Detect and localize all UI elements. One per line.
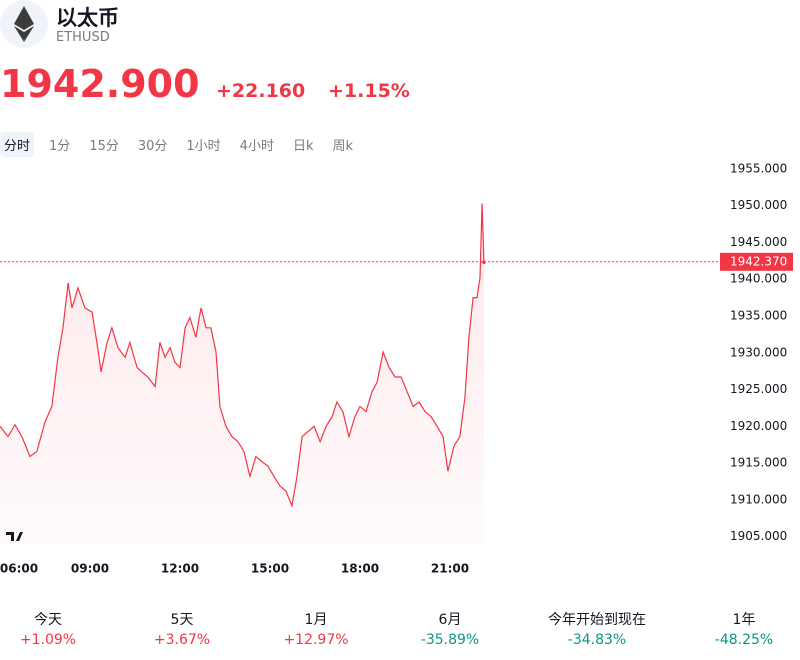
- y-tick-label: 1955.000: [730, 161, 787, 175]
- y-tick-label: 1920.000: [730, 419, 787, 433]
- y-tick-label: 1915.000: [730, 456, 787, 470]
- period-change: +1.09%: [19, 632, 77, 648]
- period-change: -35.89%: [420, 632, 480, 648]
- period-label: 1年: [732, 612, 756, 628]
- period-label: 1月: [304, 612, 328, 628]
- last-point: [482, 260, 486, 265]
- performance-item[interactable]: 6月 -35.89%: [380, 610, 520, 650]
- title: 以太币: [56, 6, 119, 30]
- period-change: +12.97%: [283, 632, 349, 648]
- period-label: 今年开始到现在: [548, 612, 646, 628]
- y-tick-label: 1905.000: [730, 529, 787, 543]
- price: 1942.900: [0, 62, 200, 106]
- tab[interactable]: 分时: [0, 132, 35, 157]
- chart: 1905.000 1910.000 1915.000 1920.000 1925.000…: [0, 0, 793, 576]
- period-label: 6月: [438, 612, 462, 628]
- x-tick-label: 09:00: [71, 562, 109, 576]
- period-change: -34.83%: [567, 632, 627, 648]
- y-tick-label: 1930.000: [730, 345, 787, 359]
- tab[interactable]: 15分: [89, 139, 119, 154]
- x-tick-label: 06:00: [0, 562, 38, 576]
- performance-item[interactable]: 今年开始到现在 -34.83%: [527, 610, 667, 650]
- change-pct: +1.15%: [328, 80, 410, 102]
- tab[interactable]: 1小时: [186, 139, 221, 154]
- price-line: [0, 203, 485, 508]
- x-tick-label: 12:00: [161, 562, 199, 576]
- tab[interactable]: 1分: [49, 139, 71, 154]
- tab[interactable]: 4小时: [239, 139, 274, 154]
- tab[interactable]: 周k: [332, 139, 354, 154]
- eth-logo: [14, 6, 34, 42]
- performance-item[interactable]: 5天 +3.67%: [112, 610, 252, 650]
- tab[interactable]: 30分: [137, 139, 168, 154]
- x-tick-label: 18:00: [341, 562, 379, 576]
- current-price-box: [720, 252, 793, 271]
- y-tick-label: 1945.000: [730, 235, 787, 249]
- y-tick-label: 1950.000: [730, 198, 787, 212]
- y-tick-label: 1925.000: [730, 382, 787, 396]
- performance-item[interactable]: 1月 +12.97%: [246, 610, 386, 650]
- y-tick-label: 1935.000: [730, 308, 787, 322]
- x-tick-label: 15:00: [251, 562, 289, 576]
- y-tick-label: 1910.000: [730, 492, 787, 506]
- tab[interactable]: 日k: [292, 139, 314, 154]
- x-tick-label: 21:00: [431, 562, 469, 576]
- period-change: +3.67%: [153, 632, 211, 648]
- period-change: -48.25%: [714, 632, 774, 648]
- symbol: ETHUSD: [56, 30, 110, 45]
- area: [0, 203, 484, 545]
- current-price-label: 1942.370: [730, 254, 787, 268]
- period-label: 5天: [170, 612, 194, 628]
- tabs: 分时 1分 15分 30分 1小时 4小时 日k 周k: [0, 132, 368, 157]
- y-tick-label: 1940.000: [730, 272, 787, 286]
- performance-item[interactable]: 1年 -48.25%: [674, 610, 800, 650]
- performance-item[interactable]: 今天 +1.09%: [0, 610, 118, 650]
- period-label: 今天: [34, 612, 62, 628]
- change: +22.160: [216, 80, 306, 102]
